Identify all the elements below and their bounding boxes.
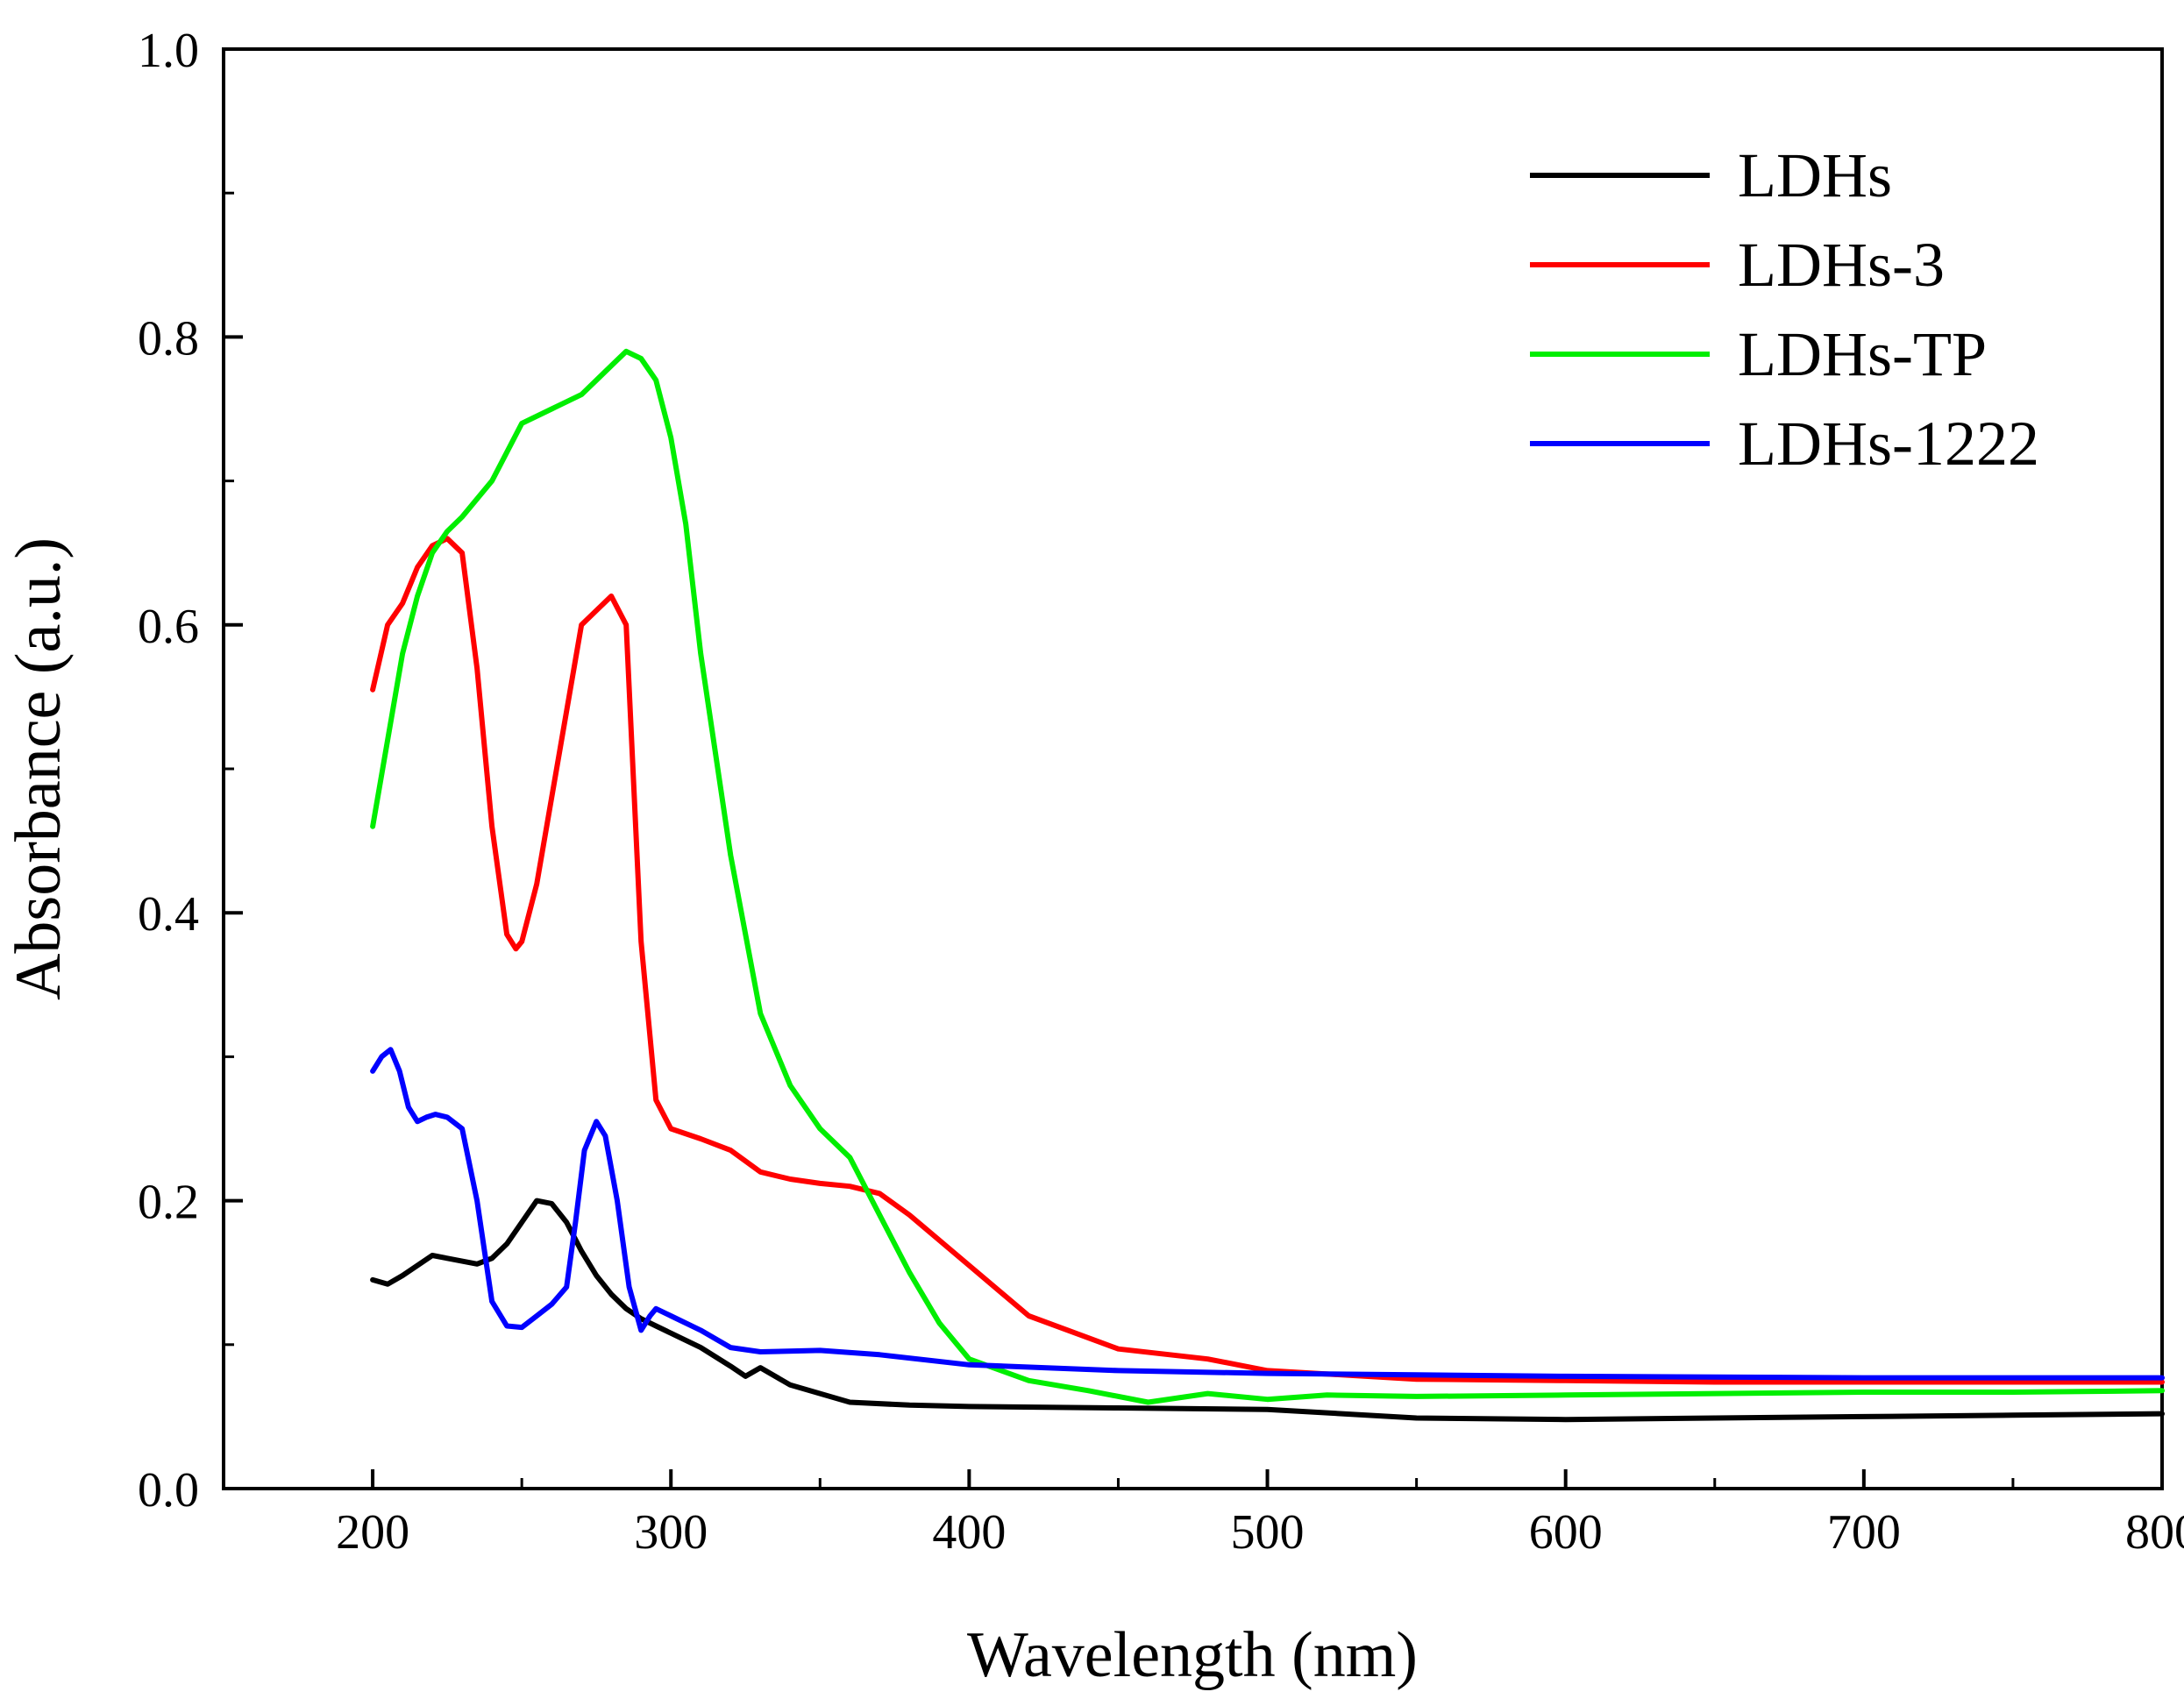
series-line-ldhs-1222	[370, 1047, 2165, 1381]
y-tick-label: 0.8	[138, 311, 199, 366]
legend: LDHs LDHs-3 LDHs-TP LDHs-1222	[1530, 140, 2039, 479]
x-axis-ticks: 200 300 400 500 600 700 800	[336, 1469, 2184, 1560]
legend-label: LDHs-1222	[1738, 409, 2039, 479]
x-tick-label: 500	[1231, 1505, 1305, 1560]
x-tick-label: 600	[1529, 1505, 1603, 1560]
series-lines	[370, 348, 2165, 1423]
legend-label: LDHs-3	[1738, 230, 1945, 300]
y-tick-label: 0.0	[138, 1463, 199, 1518]
y-axis-label: Absorbance (a.u.)	[3, 537, 75, 1000]
x-tick-label: 800	[2125, 1505, 2184, 1560]
x-tick-label: 700	[1827, 1505, 1901, 1560]
y-tick-label: 0.6	[138, 600, 199, 654]
x-tick-label: 200	[336, 1505, 409, 1560]
series-line-ldhs	[370, 1198, 2165, 1423]
legend-label: LDHs-TP	[1738, 319, 1987, 389]
legend-label: LDHs	[1738, 140, 1892, 210]
x-tick-label: 400	[932, 1505, 1006, 1560]
y-tick-label: 1.0	[138, 24, 199, 78]
x-axis-label: Wavelength (nm)	[967, 1619, 1418, 1691]
series-line-ldhs-3	[370, 536, 2165, 1385]
series-line-ldhs-tp	[370, 348, 2165, 1405]
x-tick-label: 300	[634, 1505, 708, 1560]
y-tick-label: 0.4	[138, 887, 199, 942]
y-axis-ticks: 0.0 0.2 0.4 0.6 0.8 1.0	[138, 24, 243, 1518]
y-tick-label: 0.2	[138, 1176, 199, 1230]
